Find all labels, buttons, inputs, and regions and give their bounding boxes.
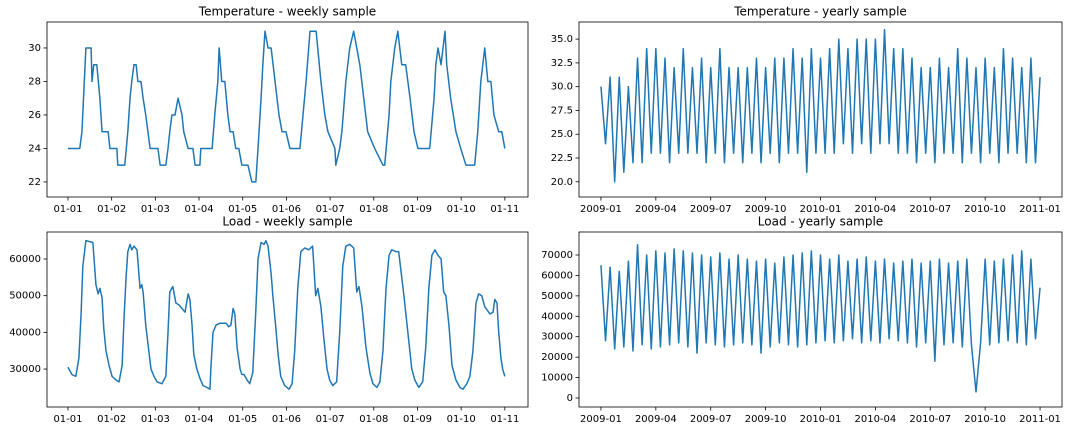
y-tick-label: 30000 [541,332,573,343]
x-tick-label: 2009-10 [745,204,787,215]
axes-frame [578,21,1063,198]
axes-frame [46,21,529,198]
x-tick-label: 2010-07 [909,204,951,215]
plot-area [600,244,1041,393]
y-tick-label: 26 [28,110,41,121]
x-tick-label: 01-04 [185,414,214,424]
x-tick-label: 01-05 [228,204,257,215]
x-tick-label: 01-02 [97,204,126,215]
x-tick-label: 01-05 [228,414,257,424]
subplot-title: Temperature - yearly sample [733,5,907,19]
y-tick-label: 60000 [541,270,573,281]
y-tick-label: 10000 [541,373,573,384]
x-tick-label: 2011-01 [1019,414,1061,424]
x-tick-label: 01-08 [359,414,388,424]
x-tick-label: 01-03 [141,414,170,424]
y-tick-label: 40000 [541,311,573,322]
plot-area [67,30,506,183]
x-tick-label: 01-11 [490,414,519,424]
x-tick-label: 01-10 [447,204,476,215]
x-tick-label: 2010-04 [854,204,896,215]
x-tick-label: 2009-04 [635,204,677,215]
subplot-title: Load - yearly sample [758,215,883,229]
x-tick-label: 01-02 [97,414,126,424]
x-tick-label: 2010-07 [909,414,951,424]
plot-area [67,239,506,390]
y-tick-label: 22 [28,177,41,188]
data-line [600,244,1041,393]
x-tick-label: 2010-10 [964,414,1006,424]
data-line [600,28,1041,183]
x-tick-label: 2010-01 [800,204,842,215]
y-tick-label: 28 [28,76,41,87]
data-line [67,30,506,183]
x-tick-label: 01-08 [359,204,388,215]
axes-frame [46,231,529,408]
y-tick-label: 30 [28,43,41,54]
x-tick-label: 01-07 [316,204,345,215]
y-tick-label: 20000 [541,352,573,363]
x-tick-label: 2009-04 [635,414,677,424]
y-tick-label: 60000 [9,254,41,265]
y-tick-label: 30.0 [551,82,573,93]
subplot: Temperature - yearly sample 2009-01 2009-0… [551,5,1063,215]
y-tick-label: 25.0 [551,129,573,140]
x-tick-label: 01-04 [185,204,214,215]
x-tick-label: 2010-04 [854,414,896,424]
y-tick-label: 0 [567,393,573,404]
y-tick-label: 27.5 [551,105,573,116]
y-tick-label: 50000 [541,291,573,302]
y-tick-label: 70000 [541,250,573,261]
y-tick-label: 32.5 [551,58,573,69]
x-tick-label: 01-06 [272,204,301,215]
y-tick-label: 50000 [9,291,41,302]
x-tick-label: 2009-07 [690,414,732,424]
x-tick-label: 01-09 [403,204,432,215]
data-line [67,239,506,390]
x-tick-label: 2011-01 [1019,204,1061,215]
y-tick-label: 40000 [9,327,41,338]
subplot-title: Load - weekly sample [222,215,352,229]
x-tick-label: 01-09 [403,414,432,424]
x-tick-label: 2009-07 [690,204,732,215]
x-tick-label: 01-06 [272,414,301,424]
subplot: Load - weekly sample 01-01 01-02 01-03 01-04… [9,215,529,424]
y-tick-label: 20.0 [551,177,573,188]
subplot: Load - yearly sample 2009-01 2009-04 2009-0… [541,215,1063,424]
x-tick-label: 01-03 [141,204,170,215]
subplot-title: Temperature - weekly sample [198,5,376,19]
x-tick-label: 01-01 [53,414,82,424]
y-tick-label: 22.5 [551,153,573,164]
x-tick-label: 01-01 [53,204,82,215]
plot-area [600,28,1041,183]
x-tick-label: 2010-10 [964,204,1006,215]
x-tick-label: 2009-01 [580,414,622,424]
x-tick-label: 2009-01 [580,204,622,215]
y-tick-label: 30000 [9,364,41,375]
x-tick-label: 01-11 [490,204,519,215]
x-tick-label: 01-10 [447,414,476,424]
x-tick-label: 2010-01 [800,414,842,424]
y-tick-label: 35.0 [551,34,573,45]
x-tick-label: 2009-10 [745,414,787,424]
subplot: Temperature - weekly sample 01-01 01-02 01-… [28,5,529,215]
y-tick-label: 24 [28,143,41,154]
x-tick-label: 01-07 [316,414,345,424]
